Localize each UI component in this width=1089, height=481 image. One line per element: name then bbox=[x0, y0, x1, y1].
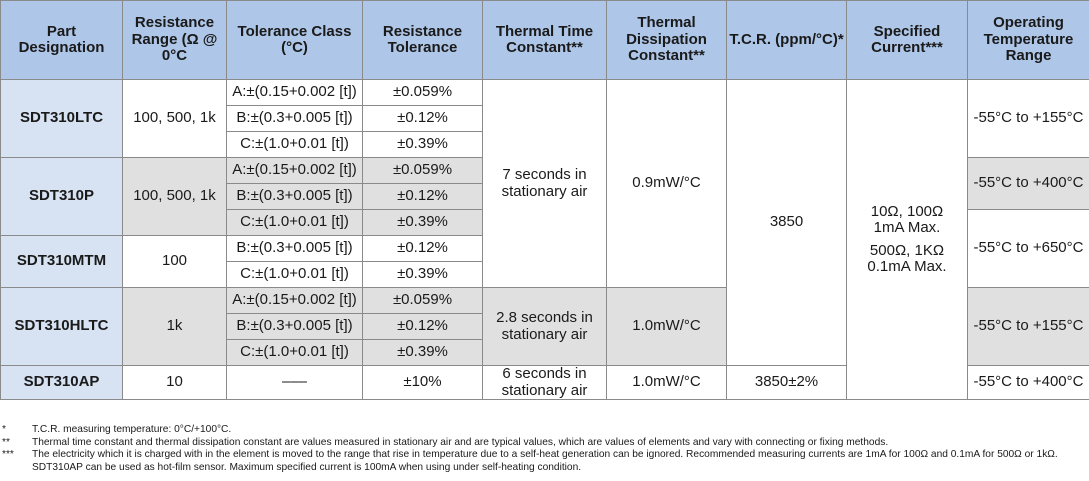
table-row: SDT310AP 10 ––– ±10% 6 seconds in statio… bbox=[0, 365, 1089, 400]
footnote-mark: * bbox=[2, 424, 6, 435]
temp-p: -55°C to +400°C bbox=[967, 157, 1089, 210]
table-row: SDT310LTC 100, 500, 1k A:±(0.15+0.002 [t… bbox=[0, 79, 1089, 400]
temp-hltc: -55°C to +155°C bbox=[967, 287, 1089, 366]
range-mtm: 100 bbox=[122, 235, 227, 288]
footnote-mark: *** bbox=[2, 449, 14, 460]
header-tolerance: Resistance Tolerance bbox=[362, 0, 483, 80]
specified-current: 10Ω, 100Ω 1mA Max. 500Ω, 1KΩ 0.1mA Max. bbox=[846, 79, 968, 400]
table-row: B:±(0.3+0.005 [t]) ±0.12% bbox=[1, 105, 1089, 132]
tcr-ap: 3850±2% bbox=[726, 365, 847, 400]
tol-ltc-a: ±0.059% bbox=[362, 79, 483, 106]
current-line-4: 0.1mA Max. bbox=[867, 258, 947, 275]
class-p-c: C:±(1.0+0.01 [t]) bbox=[226, 209, 363, 236]
range-p: 100, 500, 1k bbox=[122, 157, 227, 236]
footnote-text: The electricity which it is charged with… bbox=[32, 449, 1058, 473]
tol-ap: ±10% bbox=[362, 365, 483, 400]
class-hltc-a: A:±(0.15+0.002 [t]) bbox=[226, 287, 363, 314]
footnotes: * T.C.R. measuring temperature: 0°C/+100… bbox=[2, 424, 1086, 474]
footnote: ** Thermal time constant and thermal dis… bbox=[2, 437, 1086, 450]
tol-hltc-b: ±0.12% bbox=[362, 313, 483, 340]
footnote: * T.C.R. measuring temperature: 0°C/+100… bbox=[2, 424, 1086, 437]
class-ltc-a: A:±(0.15+0.002 [t]) bbox=[226, 79, 363, 106]
current-line-2: 1mA Max. bbox=[873, 219, 941, 236]
time-constant-7s: 7 seconds in stationary air bbox=[482, 79, 607, 288]
tol-ltc-c: ±0.39% bbox=[362, 131, 483, 158]
header-part: Part Designation bbox=[0, 0, 123, 80]
class-mtm-c: C:±(1.0+0.01 [t]) bbox=[226, 261, 363, 288]
dissipation-09: 0.9mW/°C bbox=[606, 79, 727, 288]
part-ap: SDT310AP bbox=[0, 365, 123, 400]
table-row: SDT310MTM 100 B:±(0.3+0.005 [t]) ±0.12% bbox=[0, 235, 1089, 288]
temp-ltc: -55°C to +155°C bbox=[967, 79, 1089, 158]
tol-hltc-a: ±0.059% bbox=[362, 287, 483, 314]
range-ltc: 100, 500, 1k bbox=[122, 79, 227, 158]
footnote-text: Thermal time constant and thermal dissip… bbox=[32, 436, 889, 448]
table-row: SDT310HLTC 1k A:±(0.15+0.002 [t]) ±0.059… bbox=[0, 287, 1089, 366]
tol-hltc-c: ±0.39% bbox=[362, 339, 483, 366]
dissipation-10-ap: 1.0mW/°C bbox=[606, 365, 727, 400]
part-mtm: SDT310MTM bbox=[0, 235, 123, 288]
tol-p-c: ±0.39% bbox=[362, 209, 483, 236]
tol-ltc-b: ±0.12% bbox=[362, 105, 483, 132]
footnote-text: T.C.R. measuring temperature: 0°C/+100°C… bbox=[32, 424, 232, 435]
header-dissipation: Thermal Dissipation Constant** bbox=[606, 0, 727, 80]
tol-p-b: ±0.12% bbox=[362, 183, 483, 210]
part-hltc: SDT310HLTC bbox=[0, 287, 123, 366]
class-ap: ––– bbox=[226, 365, 363, 400]
header-row: Part Designation Resistance Range (Ω @ 0… bbox=[0, 0, 1089, 80]
table-row: C:±(1.0+0.01 [t]) ±0.39% bbox=[1, 339, 1089, 366]
class-ltc-b: B:±(0.3+0.005 [t]) bbox=[226, 105, 363, 132]
footnote-mark: ** bbox=[2, 436, 10, 448]
class-mtm-b: B:±(0.3+0.005 [t]) bbox=[226, 235, 363, 262]
class-p-a: A:±(0.15+0.002 [t]) bbox=[226, 157, 363, 184]
tcr-3850: 3850 bbox=[726, 79, 847, 366]
tol-mtm-b: ±0.12% bbox=[362, 235, 483, 262]
temp-mtm: -55°C to +650°C bbox=[967, 209, 1089, 288]
table-row: SDT310P 100, 500, 1k A:±(0.15+0.002 [t])… bbox=[0, 157, 1089, 236]
tol-p-a: ±0.059% bbox=[362, 157, 483, 184]
part-p: SDT310P bbox=[0, 157, 123, 236]
class-hltc-b: B:±(0.3+0.005 [t]) bbox=[226, 313, 363, 340]
time-constant-28s: 2.8 seconds in stationary air bbox=[482, 287, 607, 366]
class-hltc-c: C:±(1.0+0.01 [t]) bbox=[226, 339, 363, 366]
table-row: B:±(0.3+0.005 [t]) ±0.12% bbox=[1, 313, 1089, 340]
dissipation-10-hltc: 1.0mW/°C bbox=[606, 287, 727, 366]
class-ltc-c: C:±(1.0+0.01 [t]) bbox=[226, 131, 363, 158]
class-p-b: B:±(0.3+0.005 [t]) bbox=[226, 183, 363, 210]
spec-table: Part Designation Resistance Range (Ω @ 0… bbox=[0, 0, 1089, 400]
part-ltc: SDT310LTC bbox=[0, 79, 123, 158]
tol-mtm-c: ±0.39% bbox=[362, 261, 483, 288]
header-class: Tolerance Class (°C) bbox=[226, 0, 363, 80]
table-row: C:±(1.0+0.01 [t]) ±0.39% bbox=[1, 261, 1089, 288]
table-row: B:±(0.3+0.005 [t]) ±0.12% bbox=[1, 183, 1089, 210]
current-line-3: 500Ω, 1KΩ bbox=[869, 241, 945, 259]
header-tcr: T.C.R. (ppm/°C)* bbox=[726, 0, 847, 80]
header-temperature: Operating Temperature Range bbox=[967, 0, 1089, 80]
table-row: C:±(1.0+0.01 [t]) ±0.39% -55°C to +650°C bbox=[1, 209, 1089, 288]
header-current: Specified Current*** bbox=[846, 0, 968, 80]
current-line-1: 10Ω, 100Ω bbox=[870, 202, 944, 220]
time-constant-6s: 6 seconds in stationary air bbox=[482, 365, 607, 400]
footnote: *** The electricity which it is charged … bbox=[2, 449, 1086, 474]
temp-ap: -55°C to +400°C bbox=[967, 365, 1089, 400]
header-time-constant: Thermal Time Constant** bbox=[482, 0, 607, 80]
header-range: Resistance Range (Ω @ 0°C bbox=[122, 0, 227, 80]
range-hltc: 1k bbox=[122, 287, 227, 366]
range-ap: 10 bbox=[122, 365, 227, 400]
